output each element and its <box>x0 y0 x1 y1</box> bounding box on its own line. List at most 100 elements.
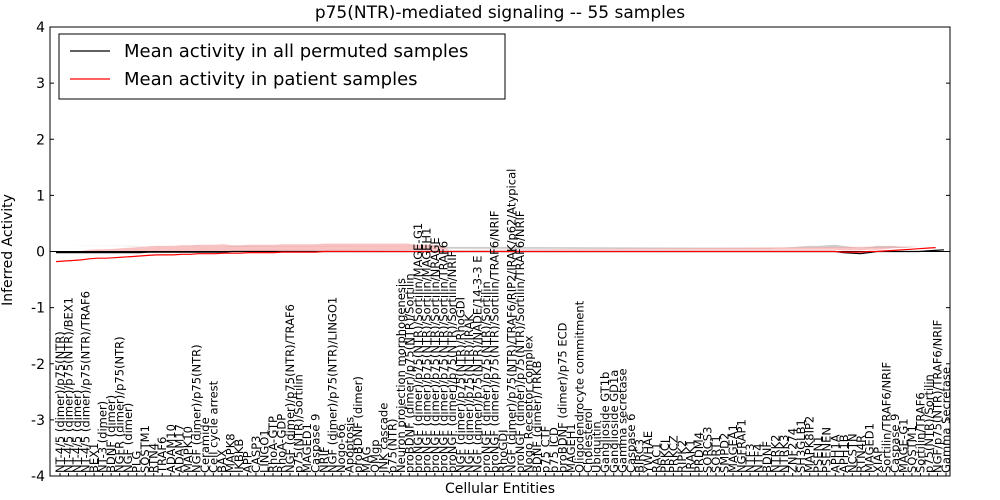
y-tick-label: 4 <box>36 20 45 36</box>
entity-label: LINGO1 <box>258 429 272 473</box>
entity-label: Ganglioside GT1b <box>598 372 612 473</box>
entity-label: NT-4/5 (dimer)/p75(NTR)/BEX1 <box>62 297 76 473</box>
entity-label: Gamma secretase <box>615 368 629 473</box>
entity-label: NT-3 (dimer) <box>96 401 110 473</box>
entity-label: SORCS3 <box>701 427 715 473</box>
entity-label: SMPD2 <box>718 433 732 473</box>
bands-layer <box>56 243 919 253</box>
entity-label: Caspase 6 <box>624 414 638 473</box>
entity-label: Ganglioside GD1a <box>607 370 621 473</box>
entity-label: MAGED1 <box>862 423 876 473</box>
entity-label: PRKCI <box>658 440 672 473</box>
y-tick-label: -1 <box>31 301 45 317</box>
entity-label: NTRK3 <box>777 435 791 473</box>
chart-title: p75(NTR)-mediated signaling -- 55 sample… <box>315 3 685 23</box>
entity-label: ZNF274 <box>786 428 800 473</box>
lines-layer <box>50 247 950 263</box>
entity-label: BEX1 <box>87 443 101 473</box>
entity-label: NGF (dimer)/p75(NTR) <box>189 344 203 473</box>
entity-label: p75 CTF <box>539 426 553 473</box>
entity-label: PLG <box>130 451 144 473</box>
entity-label: NTF4 <box>752 443 766 473</box>
band-permuted <box>56 244 919 249</box>
entity-label: Oligodendrocyte commitment <box>573 300 587 473</box>
entity-label: MAGEA1 <box>726 424 740 473</box>
entity-label: NGFRAP1 <box>735 419 749 473</box>
entity-label: OMgp <box>368 439 382 473</box>
entity-label: SORT1 <box>709 435 723 473</box>
entity-label: NRIF <box>317 446 331 473</box>
entity-label: NGF/p75(NTR)/TRAF6/NRIF <box>931 320 945 473</box>
entity-label: SQSTM1 <box>138 425 152 473</box>
entity-label: Cholesterol <box>581 408 595 473</box>
y-tick-label: 2 <box>36 132 45 148</box>
entity-label: p75(NTR) <box>385 418 399 473</box>
entity-label: RhoA-GTP <box>266 416 280 473</box>
entity-label: Cell cycle arrest <box>206 380 220 473</box>
entity-label: PRKCZ <box>666 435 680 473</box>
entity-label: RAC1 <box>649 442 663 473</box>
y-tick-label: 0 <box>36 245 45 261</box>
entity-label: BAX <box>215 449 229 473</box>
entity-label: proNGF (dimer)/p75(NTR)/Sortilin <box>479 281 493 473</box>
entity-label: MAGEH1 <box>564 423 578 473</box>
entity-label: YWHAE <box>641 431 655 474</box>
entity-label: IRAK1 <box>683 439 697 473</box>
y-ticks-layer: -4 -3 -2 -1 0 1 2 3 4 <box>31 20 950 485</box>
entity-label: ADAM10 <box>164 424 178 473</box>
y-tick-label: 3 <box>36 76 45 92</box>
entity-label: MAGED1 <box>300 423 314 473</box>
entity-label: RIPK2 <box>675 440 689 473</box>
entity-label: Apoptosis <box>343 417 357 473</box>
entity-label: MAG <box>360 447 374 474</box>
entity-label: NGF (dimer)/p75(NTR)/TRAF6 <box>283 304 297 473</box>
band-patient <box>56 243 919 253</box>
y-tick-label: -4 <box>31 469 45 485</box>
entity-label: Ubiquitin <box>590 421 604 473</box>
entity-label: proNGF (dimer)/p75(NTR)/Sortilin/MAGEH1 <box>419 228 433 473</box>
entity-label: CASP3 <box>249 436 263 473</box>
entity-label: BDNF (dimer) <box>104 395 118 473</box>
entity-label: proNGF (dimer)/p75(NTR)/Sortilin/TRAF6/N… <box>513 211 527 473</box>
entity-label: PSENEN <box>820 427 834 473</box>
entity-label: proNGF (dimer)/p75(NTR)/Sortilin/MAGE-G1 <box>411 223 425 473</box>
y-axis-label: Inferred Activity <box>0 194 16 306</box>
x-axis-label: Cellular Entities <box>445 481 555 497</box>
entity-label: BIRC3 <box>632 439 646 473</box>
entity-label: proNGF (dimer)/p75(NTR)/Sortilin/NRIF <box>445 251 459 473</box>
entity-label: MAPK8 <box>223 433 237 473</box>
entity-label: TRAF6 <box>155 437 169 474</box>
entity-label: proBDNF (dimer)/p75(NTR)/Sortilin <box>402 273 416 473</box>
entity-label: Caspase 9 <box>888 414 902 473</box>
entity-label: MAGE-G1 <box>896 418 910 473</box>
entity-label: NTF3 <box>743 443 757 473</box>
entity-label: NCSTN <box>845 433 859 473</box>
entity-label: NGF (dimer)/p75(NTR)/TRAF6/RIP2/IRAK/p62… <box>505 169 519 473</box>
entity-label: APH1A <box>828 434 842 473</box>
legend-box <box>58 33 506 100</box>
entity-label: Neuron projection morphogenesis <box>394 278 408 473</box>
entity-label: BDNF (dimer)/TRKB <box>530 360 544 473</box>
entity-label: p75 ICD <box>547 427 561 473</box>
entity-label: ADAM17 <box>172 424 186 473</box>
entity-label: Ceramide <box>198 417 212 473</box>
series-line-patient <box>55 247 936 263</box>
entity-label: p75(NTR)/Sortilin <box>292 374 306 473</box>
legend-label-patient: Mean activity in patient samples <box>124 69 418 90</box>
entity-label: MAPK8IP2 <box>803 416 817 473</box>
entity-label: MAPK10 <box>181 426 195 473</box>
entity-label: XIAP <box>871 447 885 473</box>
entity-label: RTN4R <box>854 435 868 473</box>
entity-label: NGF (dimer) <box>121 403 135 473</box>
entity-label: proNGF (dimer)/p75(NTR)/Sortilin/TRAF6 <box>436 241 450 473</box>
entity-label: proNGF (dimer)/p75(NTR)/Sortilin/TRAF6/N… <box>488 211 502 473</box>
entity-label: Sortilin/TRAF6 <box>913 392 927 473</box>
entity-label: RhoGDI <box>496 430 510 473</box>
entity-label: NT-4/5 (dimer)/p75(NTR) <box>53 331 67 473</box>
entity-label: NTRK2 <box>769 435 783 473</box>
entity-label: BDNF <box>760 441 774 473</box>
entity-label: PSEN1 <box>811 436 825 473</box>
entity-label: PRDM4 <box>692 432 706 473</box>
entity-label: APP <box>240 451 254 473</box>
entity-label: SQSTM1 <box>905 425 919 473</box>
